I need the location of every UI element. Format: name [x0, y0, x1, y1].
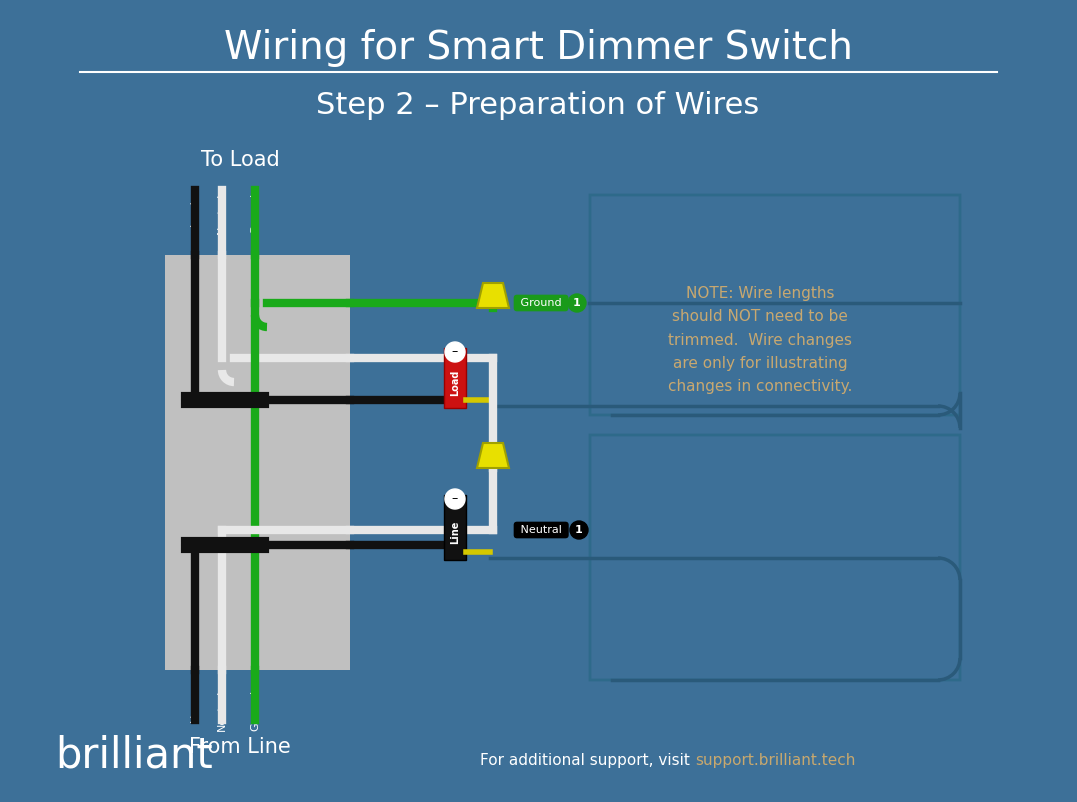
Text: From Line: From Line [190, 737, 291, 757]
Circle shape [445, 489, 465, 509]
Text: Neutral: Neutral [517, 525, 565, 535]
Text: Line: Line [190, 699, 200, 722]
Text: –: – [452, 346, 458, 358]
Text: Ground: Ground [250, 690, 260, 731]
Text: Load: Load [450, 370, 460, 396]
Text: Line: Line [450, 520, 460, 545]
Text: Ground: Ground [250, 192, 260, 233]
Circle shape [570, 521, 588, 539]
Text: For additional support, visit: For additional support, visit [480, 752, 695, 768]
Text: Neutral: Neutral [216, 192, 227, 233]
Polygon shape [477, 283, 509, 308]
Text: brilliant: brilliant [55, 735, 213, 777]
Text: –: – [452, 492, 458, 505]
Text: 1: 1 [575, 525, 583, 535]
FancyBboxPatch shape [590, 435, 960, 680]
Text: Load: Load [190, 200, 200, 226]
Text: 1: 1 [573, 298, 581, 308]
FancyBboxPatch shape [165, 255, 350, 670]
Text: To Load: To Load [200, 150, 279, 170]
FancyBboxPatch shape [590, 195, 960, 415]
Text: Wiring for Smart Dimmer Switch: Wiring for Smart Dimmer Switch [224, 29, 852, 67]
FancyBboxPatch shape [444, 495, 466, 560]
Circle shape [445, 342, 465, 362]
Polygon shape [477, 443, 509, 468]
Text: Step 2 – Preparation of Wires: Step 2 – Preparation of Wires [317, 91, 759, 119]
Text: support.brilliant.tech: support.brilliant.tech [695, 752, 855, 768]
Text: NOTE: Wire lengths
should NOT need to be
trimmed.  Wire changes
are only for ill: NOTE: Wire lengths should NOT need to be… [668, 286, 852, 395]
Text: Neutral: Neutral [216, 689, 227, 731]
FancyBboxPatch shape [444, 348, 466, 408]
Text: Ground: Ground [517, 298, 565, 308]
Circle shape [568, 294, 586, 312]
